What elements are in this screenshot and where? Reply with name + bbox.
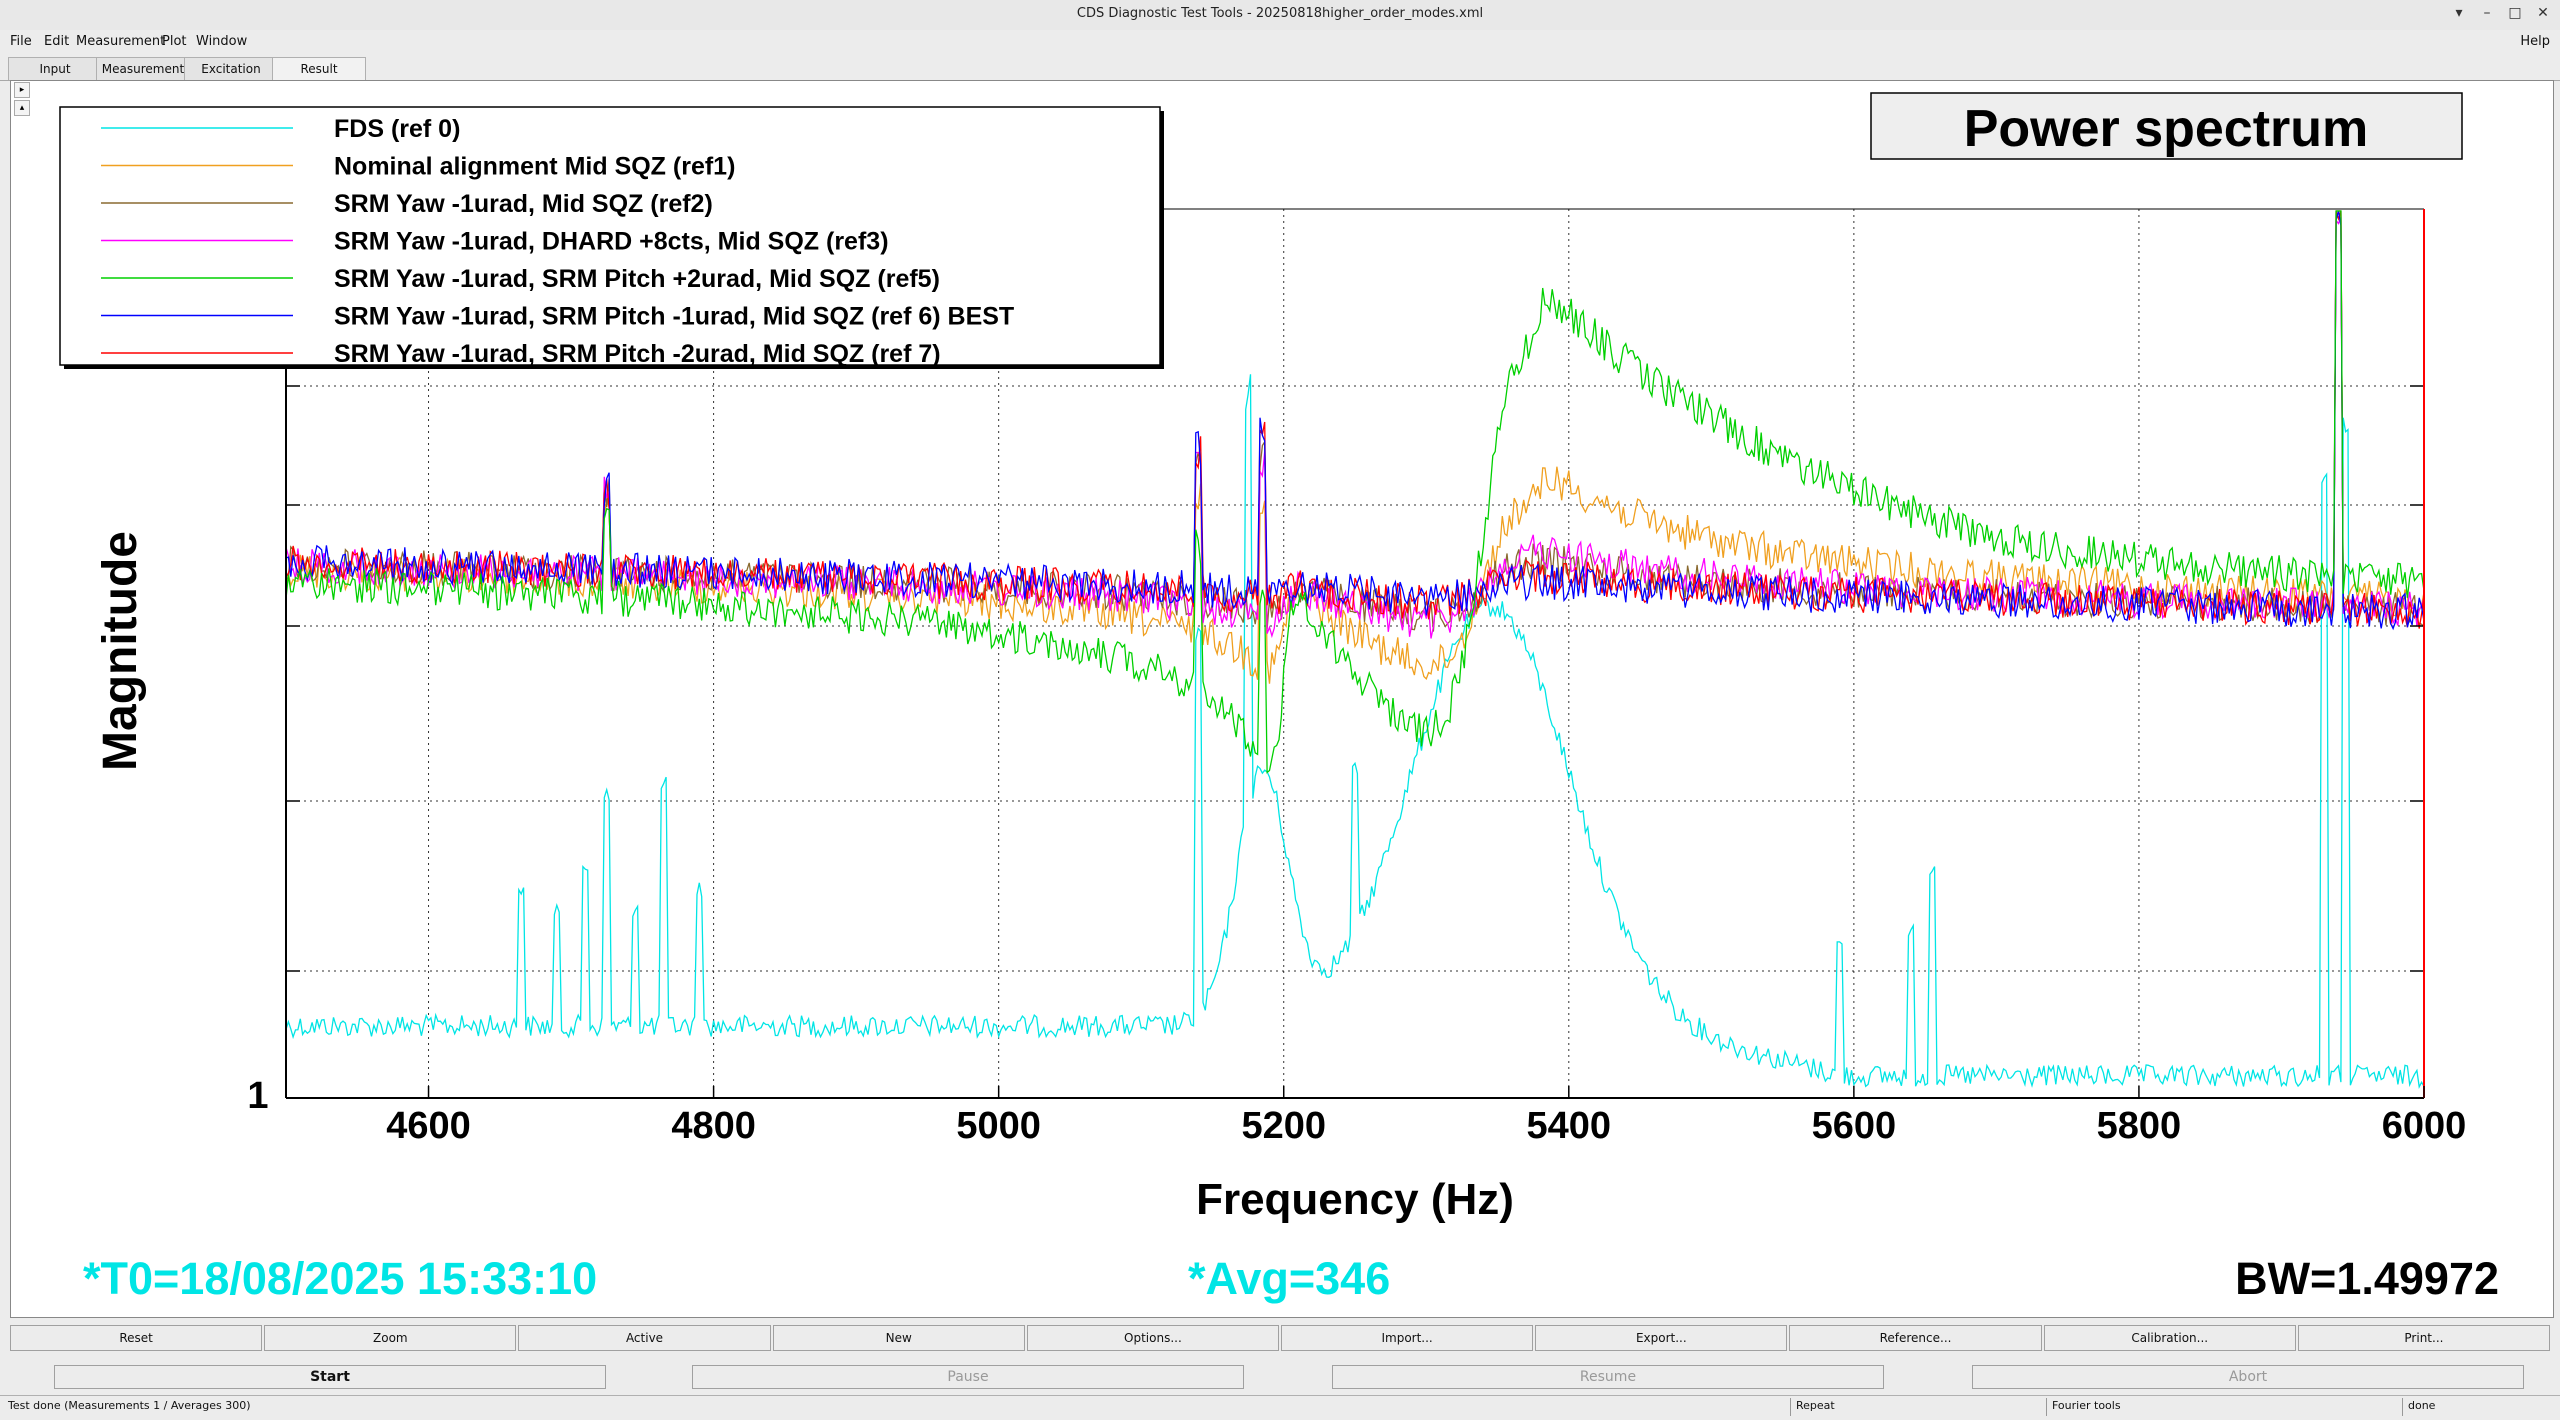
plot-title: Power spectrum	[1964, 100, 2369, 158]
bw-text: BW=1.49972	[2235, 1253, 2499, 1304]
menu-bar: File Edit Measurement Plot Window Help	[0, 30, 2560, 54]
x-tick-label: 5000	[956, 1105, 1041, 1147]
side-scroll[interactable]: ▸ ▴	[14, 82, 30, 118]
status-state: done	[2408, 1399, 2436, 1412]
tab-result[interactable]: Result	[272, 57, 366, 80]
title-bar: CDS Diagnostic Test Tools - 20250818high…	[0, 0, 2560, 31]
new-button[interactable]: New	[772, 1325, 1025, 1351]
scroll-up-icon[interactable]: ▴	[14, 100, 30, 116]
menu-plot[interactable]: Plot	[162, 34, 187, 49]
legend-entry: SRM Yaw -1urad, DHARD +8cts, Mid SQZ (re…	[334, 228, 889, 256]
t0-text: *T0=18/08/2025 15:33:10	[83, 1253, 597, 1304]
legend: FDS (ref 0) Nominal alignment Mid SQZ (re…	[59, 106, 1164, 369]
menu-help[interactable]: Help	[2520, 34, 2550, 49]
import-button[interactable]: Import...	[1281, 1325, 1534, 1351]
trace-ref7	[285, 210, 2425, 629]
options-button[interactable]: Options...	[1026, 1325, 1280, 1351]
resume-button[interactable]: Resume	[1332, 1365, 1884, 1389]
close-icon[interactable]: ✕	[2537, 5, 2549, 21]
y-axis-label: Magnitude	[94, 531, 147, 771]
tab-measurement[interactable]: Measurement	[96, 57, 190, 80]
menu-window[interactable]: Window	[196, 34, 248, 49]
maximize-icon[interactable]: □	[2508, 5, 2522, 21]
start-button[interactable]: Start	[54, 1365, 606, 1389]
reset-button[interactable]: Reset	[10, 1325, 263, 1351]
x-tick-label: 4800	[671, 1105, 756, 1147]
control-row: Start Pause Resume Abort	[10, 1365, 2552, 1391]
plot-area[interactable]: 4600 4800 5000 5200 5400 5600 5800 6000 1 Frequen…	[10, 80, 2554, 1318]
legend-entry: SRM Yaw -1urad, SRM Pitch -1urad, Mid SQ…	[334, 303, 1014, 331]
menu-file[interactable]: File	[10, 34, 32, 49]
x-tick-label: 5200	[1241, 1105, 1326, 1147]
title-box-bg	[1870, 92, 2463, 160]
tab-bar: Input Measurement Excitation Result	[0, 54, 2560, 81]
legend-entry: SRM Yaw -1urad, SRM Pitch -2urad, Mid SQ…	[334, 340, 941, 368]
status-bar: Test done (Measurements 1 / Averages 300…	[0, 1395, 2560, 1420]
window-title: CDS Diagnostic Test Tools - 20250818high…	[1076, 6, 1484, 21]
x-tick-label: 5400	[1527, 1105, 1612, 1147]
window-menu-icon[interactable]: ▾	[2455, 5, 2463, 21]
legend-entry: SRM Yaw -1urad, Mid SQZ (ref2)	[334, 190, 713, 218]
minimize-icon[interactable]: –	[2483, 5, 2491, 21]
axes: 4600 4800 5000 5200 5400 5600 5800 6000 1 Frequen…	[94, 208, 2467, 1224]
status-tools: Fourier tools	[2052, 1399, 2121, 1412]
export-button[interactable]: Export...	[1535, 1325, 1788, 1351]
legend-entry: FDS (ref 0)	[334, 115, 460, 143]
y-tick-label: 1	[247, 1075, 268, 1117]
zoom-button[interactable]: Zoom	[264, 1325, 517, 1351]
reference-button[interactable]: Reference...	[1789, 1325, 2042, 1351]
legend-box	[59, 106, 1161, 366]
x-tick-label: 5600	[1812, 1105, 1897, 1147]
x-tick-label: 6000	[2382, 1105, 2467, 1147]
tab-input[interactable]: Input	[8, 57, 102, 80]
avg-text: *Avg=346	[1188, 1253, 1390, 1304]
info-texts: *T0=18/08/2025 15:33:10 *Avg=346 BW=1.4997…	[83, 1253, 2499, 1304]
abort-button[interactable]: Abort	[1972, 1365, 2524, 1389]
power-spectrum-plot[interactable]: 4600 4800 5000 5200 5400 5600 5800 6000 1 Frequen…	[11, 81, 2553, 1317]
traces	[285, 210, 2425, 1090]
legend-entry: Nominal alignment Mid SQZ (ref1)	[334, 153, 735, 181]
legend-entry: SRM Yaw -1urad, SRM Pitch +2urad, Mid SQ…	[334, 265, 940, 293]
status-test: Test done (Measurements 1 / Averages 300…	[8, 1399, 251, 1412]
menu-measurement[interactable]: Measurement	[76, 34, 166, 49]
print-button[interactable]: Print...	[2297, 1325, 2551, 1351]
x-tick-label: 5800	[2097, 1105, 2182, 1147]
tab-excitation[interactable]: Excitation	[184, 57, 278, 80]
x-axis-label: Frequency (Hz)	[1196, 1175, 1514, 1224]
title-box: Power spectrum	[1870, 92, 2463, 160]
scroll-right-icon[interactable]: ▸	[14, 82, 30, 98]
calibration-button[interactable]: Calibration...	[2043, 1325, 2296, 1351]
trace-ref5	[285, 210, 2425, 774]
trace-ref0	[285, 374, 2425, 1090]
x-tick-label: 4600	[386, 1105, 471, 1147]
pause-button[interactable]: Pause	[692, 1365, 1244, 1389]
bottom-button-row: Reset Zoom Active New Options... Import... Exp…	[10, 1325, 2552, 1351]
status-repeat: Repeat	[1796, 1399, 1835, 1412]
trace-ref6	[285, 210, 2425, 631]
menu-edit[interactable]: Edit	[44, 34, 70, 49]
active-button[interactable]: Active	[518, 1325, 771, 1351]
